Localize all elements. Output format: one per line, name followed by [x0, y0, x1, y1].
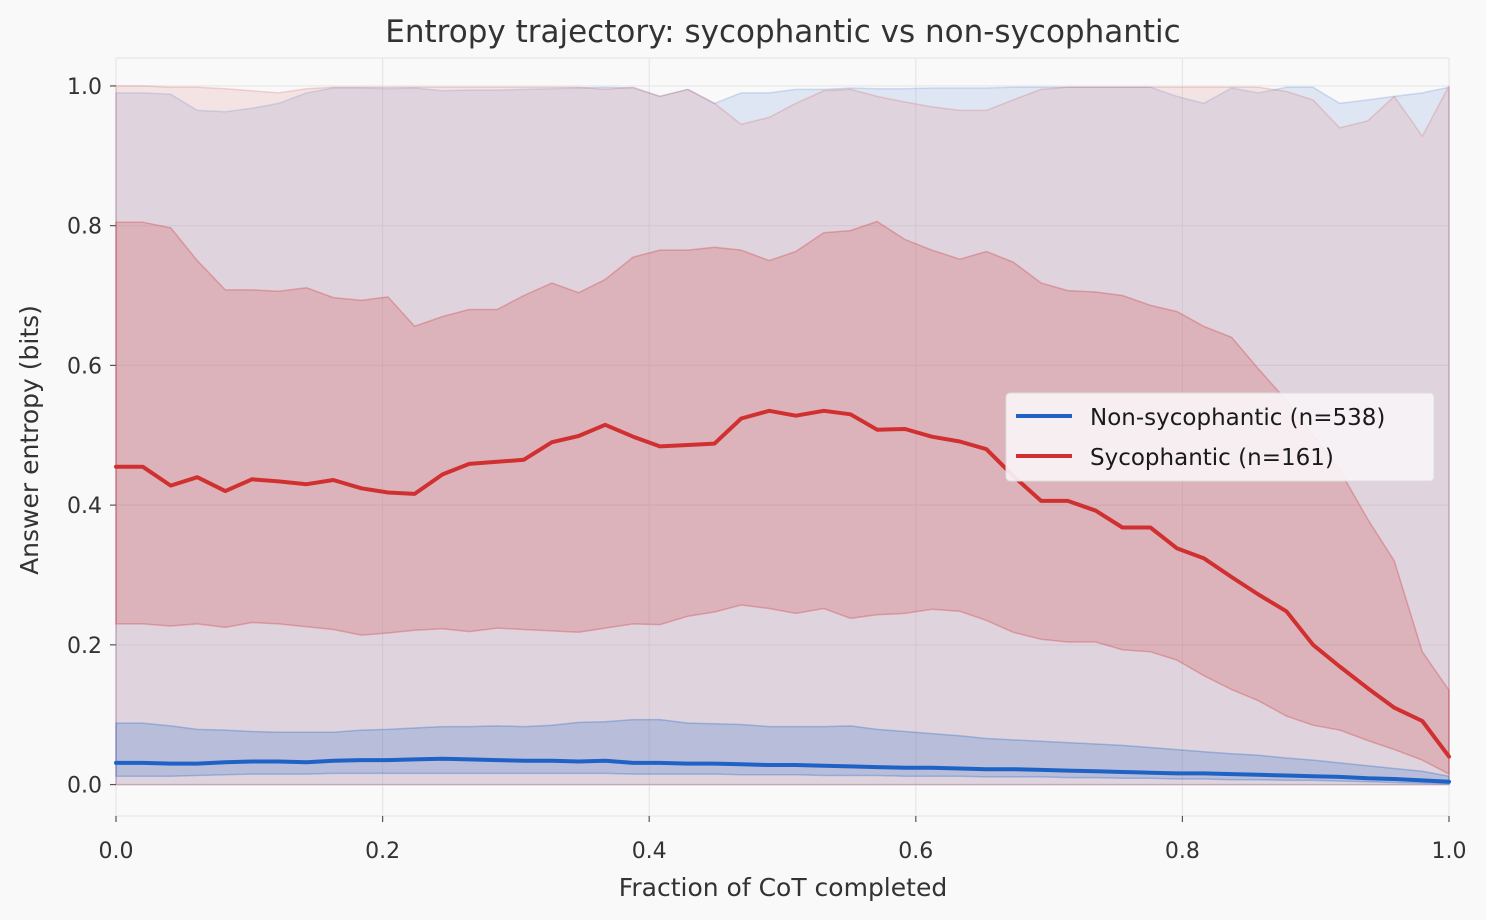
legend-label-sycophantic: Sycophantic (n=161) [1090, 445, 1334, 471]
x-tick-label: 0.4 [632, 839, 667, 864]
y-axis: 0.0 0.2 0.4 0.6 0.8 1.0 [67, 75, 116, 799]
y-tick-label: 1.0 [67, 75, 102, 100]
sycophantic-mean-line [114, 408, 1451, 759]
non-sycophantic-mean-line [114, 756, 1451, 784]
y-tick-label: 0.6 [67, 354, 102, 379]
x-tick-label: 1.0 [1432, 839, 1467, 864]
bands [115, 85, 1450, 786]
y-tick-label: 0.0 [67, 774, 102, 799]
legend: Non-sycophantic (n=538) Sycophantic (n=1… [1005, 392, 1435, 482]
non-sycophantic-iqr-band [115, 718, 1450, 785]
legend-box [1005, 392, 1435, 482]
x-axis: 0.0 0.2 0.4 0.6 0.8 1.0 [99, 816, 1467, 864]
series-lines [114, 408, 1451, 784]
x-tick-label: 0.8 [1165, 839, 1200, 864]
x-tick-label: 0.2 [365, 839, 400, 864]
sycophantic-iqr-band [115, 220, 1450, 776]
y-tick-label: 0.2 [67, 634, 102, 659]
legend-label-non-sycophantic: Non-sycophantic (n=538) [1090, 405, 1385, 431]
x-tick-label: 0.0 [99, 839, 134, 864]
y-tick-label: 0.4 [67, 494, 102, 519]
grid [115, 58, 1450, 816]
x-tick-label: 0.6 [898, 839, 933, 864]
y-tick-label: 0.8 [67, 215, 102, 240]
x-axis-label: Fraction of CoT completed [619, 873, 947, 902]
non-sycophantic-range-band [115, 86, 1450, 786]
sycophantic-range-band [115, 85, 1450, 786]
y-axis-label: Answer entropy (bits) [15, 305, 44, 575]
chart-title: Entropy trajectory: sycophantic vs non-s… [385, 14, 1180, 50]
